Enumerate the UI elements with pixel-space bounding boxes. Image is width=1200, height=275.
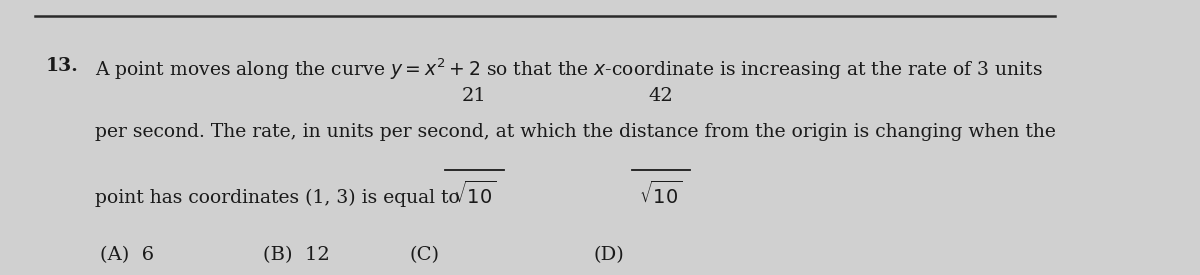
Text: A point moves along the curve $y = x^2 + 2$ so that the $x$-coordinate is increa: A point moves along the curve $y = x^2 +… (95, 57, 1043, 82)
Text: (D): (D) (594, 246, 624, 264)
Text: 21: 21 (462, 87, 487, 105)
Text: per second. The rate, in units per second, at which the distance from the origin: per second. The rate, in units per secon… (95, 123, 1056, 141)
Text: 42: 42 (649, 87, 673, 105)
Text: (A)  6: (A) 6 (101, 246, 155, 264)
Text: (C): (C) (409, 246, 439, 264)
Text: $\sqrt{10}$: $\sqrt{10}$ (640, 181, 683, 208)
Text: 13.: 13. (46, 57, 79, 75)
Text: $\sqrt{10}$: $\sqrt{10}$ (452, 181, 496, 208)
Text: (B)  12: (B) 12 (263, 246, 330, 264)
Text: point has coordinates (1, 3) is equal to: point has coordinates (1, 3) is equal to (95, 189, 460, 207)
